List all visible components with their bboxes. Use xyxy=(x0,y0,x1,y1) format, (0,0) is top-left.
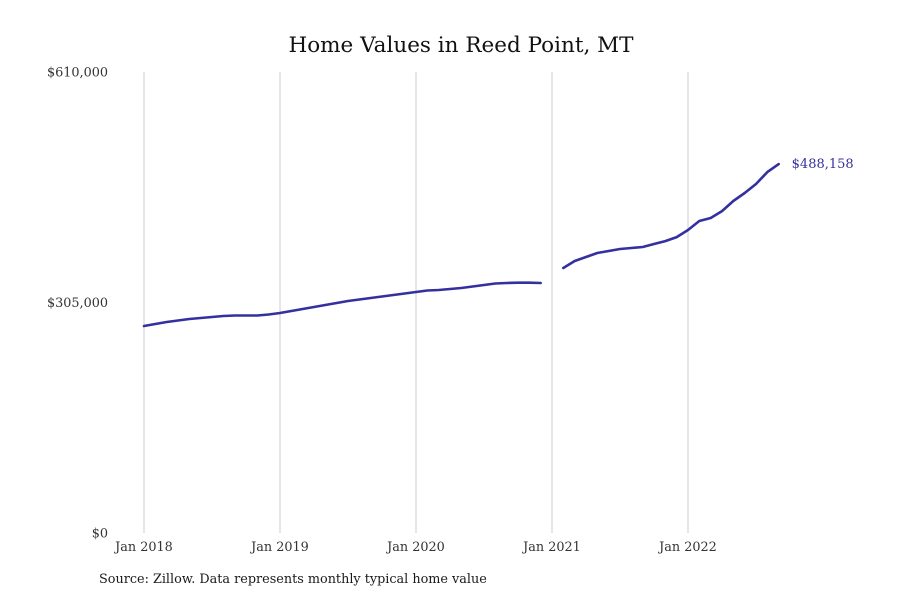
x-tick-label: Jan 2020 xyxy=(385,540,445,555)
year-gridlines xyxy=(143,72,689,533)
x-tick-label: Jan 2019 xyxy=(249,540,309,555)
y-tick-label: $305,000 xyxy=(47,296,108,311)
source-note: Source: Zillow. Data represents monthly … xyxy=(99,572,487,587)
chart-title: Home Values in Reed Point, MT xyxy=(288,33,634,58)
y-axis-tick-labels: $0 $305,000 $610,000 xyxy=(47,66,108,542)
home-value-line-series xyxy=(142,162,780,328)
x-tick-label: Jan 2018 xyxy=(113,540,173,555)
y-tick-label: $0 xyxy=(92,527,108,542)
x-tick-label: Jan 2021 xyxy=(521,540,581,555)
final-value-label: $488,158 xyxy=(792,157,854,172)
y-tick-label: $610,000 xyxy=(47,66,108,81)
x-tick-label: Jan 2022 xyxy=(657,540,717,555)
x-axis-tick-labels: Jan 2018 Jan 2019 Jan 2020 Jan 2021 Jan 2022 xyxy=(113,540,717,555)
